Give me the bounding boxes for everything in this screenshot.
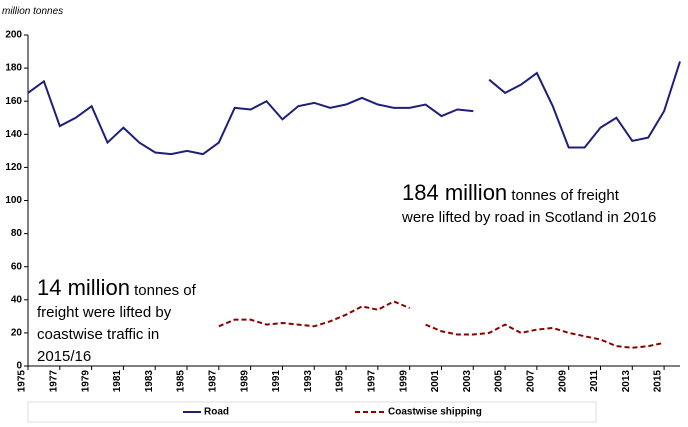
x-tick-label: 1975 xyxy=(17,370,28,393)
annotation-emphasis: 184 million xyxy=(402,180,507,205)
series-line xyxy=(218,300,665,349)
y-tick-label: 120 xyxy=(5,162,22,173)
x-tick-label: 1985 xyxy=(176,370,187,393)
annotation-line: tonnes of xyxy=(130,282,197,299)
x-tick-label: 1999 xyxy=(398,370,409,393)
x-tick-label: 1997 xyxy=(366,370,377,393)
y-tick-label: 20 xyxy=(11,328,23,339)
x-tick-label: 1987 xyxy=(207,370,218,393)
annotation-line: tonnes of freight xyxy=(507,187,620,204)
x-tick-label: 1991 xyxy=(271,370,282,393)
legend-label: Coastwise shipping xyxy=(388,407,482,418)
legend-label: Road xyxy=(204,407,229,418)
y-tick-label: 160 xyxy=(5,96,22,107)
x-tick-label: 1993 xyxy=(303,370,314,393)
y-tick-label: 0 xyxy=(16,361,22,372)
y-tick-label: 200 xyxy=(5,30,22,41)
series-line xyxy=(27,61,681,156)
y-tick-label: 140 xyxy=(5,129,22,140)
x-tick-label: 2007 xyxy=(526,370,537,393)
annotation-line: were lifted by road in Scotland in 2016 xyxy=(401,209,656,226)
x-tick-label: 1995 xyxy=(335,370,346,393)
x-tick-label: 2001 xyxy=(430,370,441,393)
legend-box xyxy=(27,401,597,423)
y-tick-label: 60 xyxy=(11,261,23,272)
y-tick-label: 180 xyxy=(5,63,22,74)
annotation-emphasis: 14 million xyxy=(37,275,130,300)
x-tick-label: 2013 xyxy=(621,370,632,393)
x-tick-label: 1977 xyxy=(48,370,59,393)
annotation-line: coastwise traffic in xyxy=(37,326,159,343)
x-tick-label: 1979 xyxy=(80,370,91,393)
annotation-line: 2015/16 xyxy=(37,348,91,365)
x-tick-label: 2009 xyxy=(557,370,568,393)
x-tick-label: 2015 xyxy=(653,370,664,393)
x-tick-label: 1983 xyxy=(144,370,155,393)
y-tick-label: 40 xyxy=(11,294,23,305)
annotation-line: freight were lifted by xyxy=(37,304,172,321)
annotation: 184 million tonnes of freight were lifted… xyxy=(401,180,656,226)
x-tick-label: 2003 xyxy=(462,370,473,393)
x-tick-label: 2005 xyxy=(494,370,505,393)
y-tick-label: 80 xyxy=(11,228,23,239)
y-tick-label: 100 xyxy=(5,195,22,206)
annotation: 14 million tonnes of freight were lifted … xyxy=(37,275,197,365)
x-tick-label: 1981 xyxy=(112,370,123,393)
y-axis-label: million tonnes xyxy=(2,6,63,17)
x-tick-label: 2011 xyxy=(589,370,600,392)
x-tick-label: 1989 xyxy=(239,370,250,393)
